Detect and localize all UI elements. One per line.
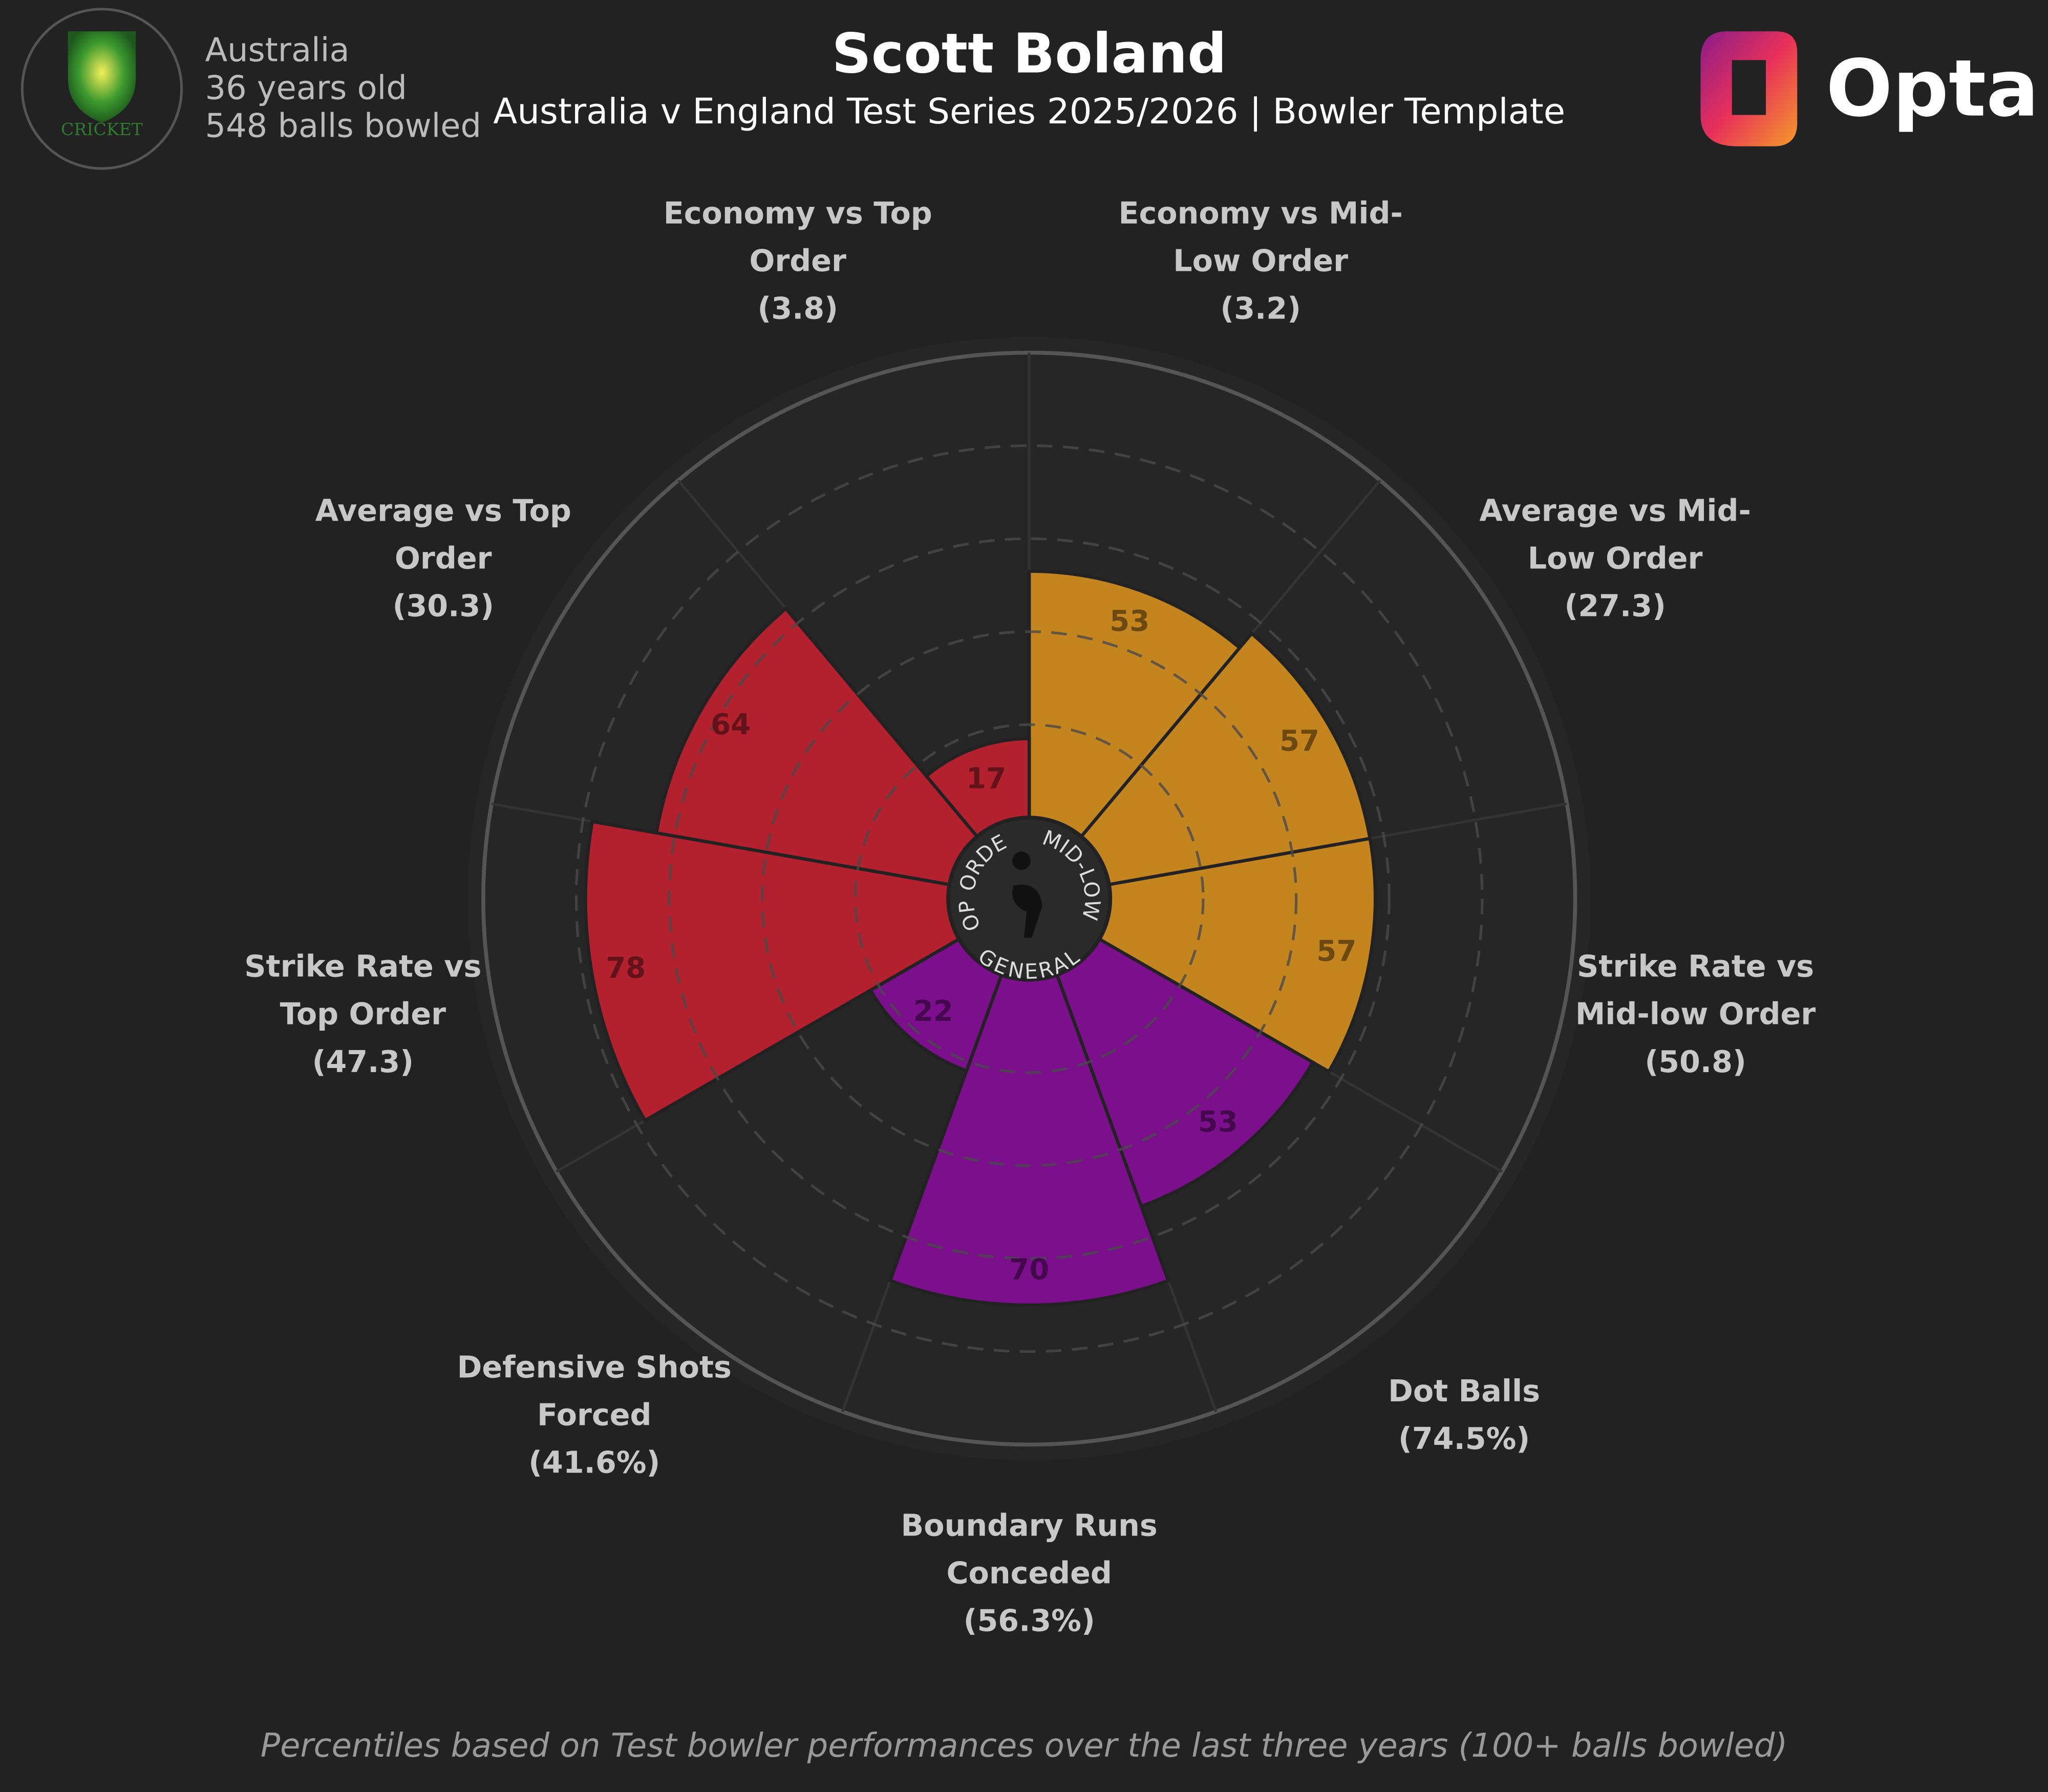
value-label: 70: [1009, 1253, 1049, 1286]
category-label: Top Order: [280, 997, 446, 1032]
category-label: Low Order: [1173, 243, 1348, 278]
raw-value-label: (50.8): [1645, 1044, 1746, 1079]
chart-subtitle: Australia v England Test Series 2025/202…: [493, 91, 1565, 132]
raw-value-label: (41.6%): [528, 1445, 660, 1480]
grid-circle: [761, 630, 1298, 1167]
value-label: 53: [1110, 605, 1149, 638]
raw-value-label: (30.3): [393, 589, 494, 624]
team-logo: CRICKET: [20, 8, 183, 170]
value-label: 78: [606, 952, 646, 985]
raw-value-label: (74.5%): [1398, 1421, 1530, 1456]
category-label: Dot Balls: [1388, 1374, 1540, 1409]
raw-value-label: (56.3%): [964, 1604, 1095, 1638]
raw-value-label: (27.3): [1564, 589, 1666, 624]
logo-text: CRICKET: [61, 119, 143, 139]
value-label: 57: [1279, 724, 1319, 758]
footnote: Percentiles based on Test bowler perform…: [261, 1727, 1788, 1765]
category-label: Average vs Mid-: [1479, 493, 1751, 528]
grid-circle: [668, 537, 1391, 1260]
logo-shield: [68, 31, 136, 123]
player-info: 36 years old: [205, 70, 407, 108]
category-label: Defensive Shots: [457, 1350, 732, 1384]
chart-title: Scott Boland: [832, 23, 1227, 86]
value-label: 22: [913, 995, 953, 1028]
brand-name: Opta: [1826, 44, 2039, 135]
category-label: Economy vs Mid-: [1118, 196, 1402, 230]
category-label: Low Order: [1528, 541, 1703, 575]
category-label: Forced: [537, 1397, 651, 1432]
category-label: Conceded: [946, 1556, 1112, 1591]
brand-logo: Opta: [1700, 31, 2039, 146]
bowler-icon: [1012, 851, 1042, 938]
player-info: Australia: [205, 32, 350, 70]
value-label: 64: [711, 708, 751, 741]
grid-circle: [574, 444, 1484, 1353]
category-label: Boundary Runs: [901, 1508, 1158, 1543]
value-label: 57: [1316, 935, 1356, 968]
category-label: Order: [395, 541, 492, 575]
grid-circle: [854, 723, 1205, 1074]
brand-mark: [1700, 31, 1798, 146]
raw-value-label: (47.3): [312, 1044, 414, 1079]
raw-value-label: (3.8): [757, 291, 838, 326]
category-label: Average vs Top: [315, 493, 571, 528]
value-label: 53: [1198, 1105, 1238, 1139]
raw-value-label: (3.2): [1220, 291, 1301, 326]
category-label: Strike Rate vs: [244, 949, 481, 984]
value-label: 17: [966, 762, 1006, 795]
category-label: Economy vs Top: [664, 196, 932, 230]
player-info: 548 balls bowled: [205, 108, 482, 145]
category-label: Strike Rate vs: [1577, 949, 1814, 984]
category-label: Mid-low Order: [1575, 997, 1816, 1032]
category-label: Order: [749, 243, 846, 278]
